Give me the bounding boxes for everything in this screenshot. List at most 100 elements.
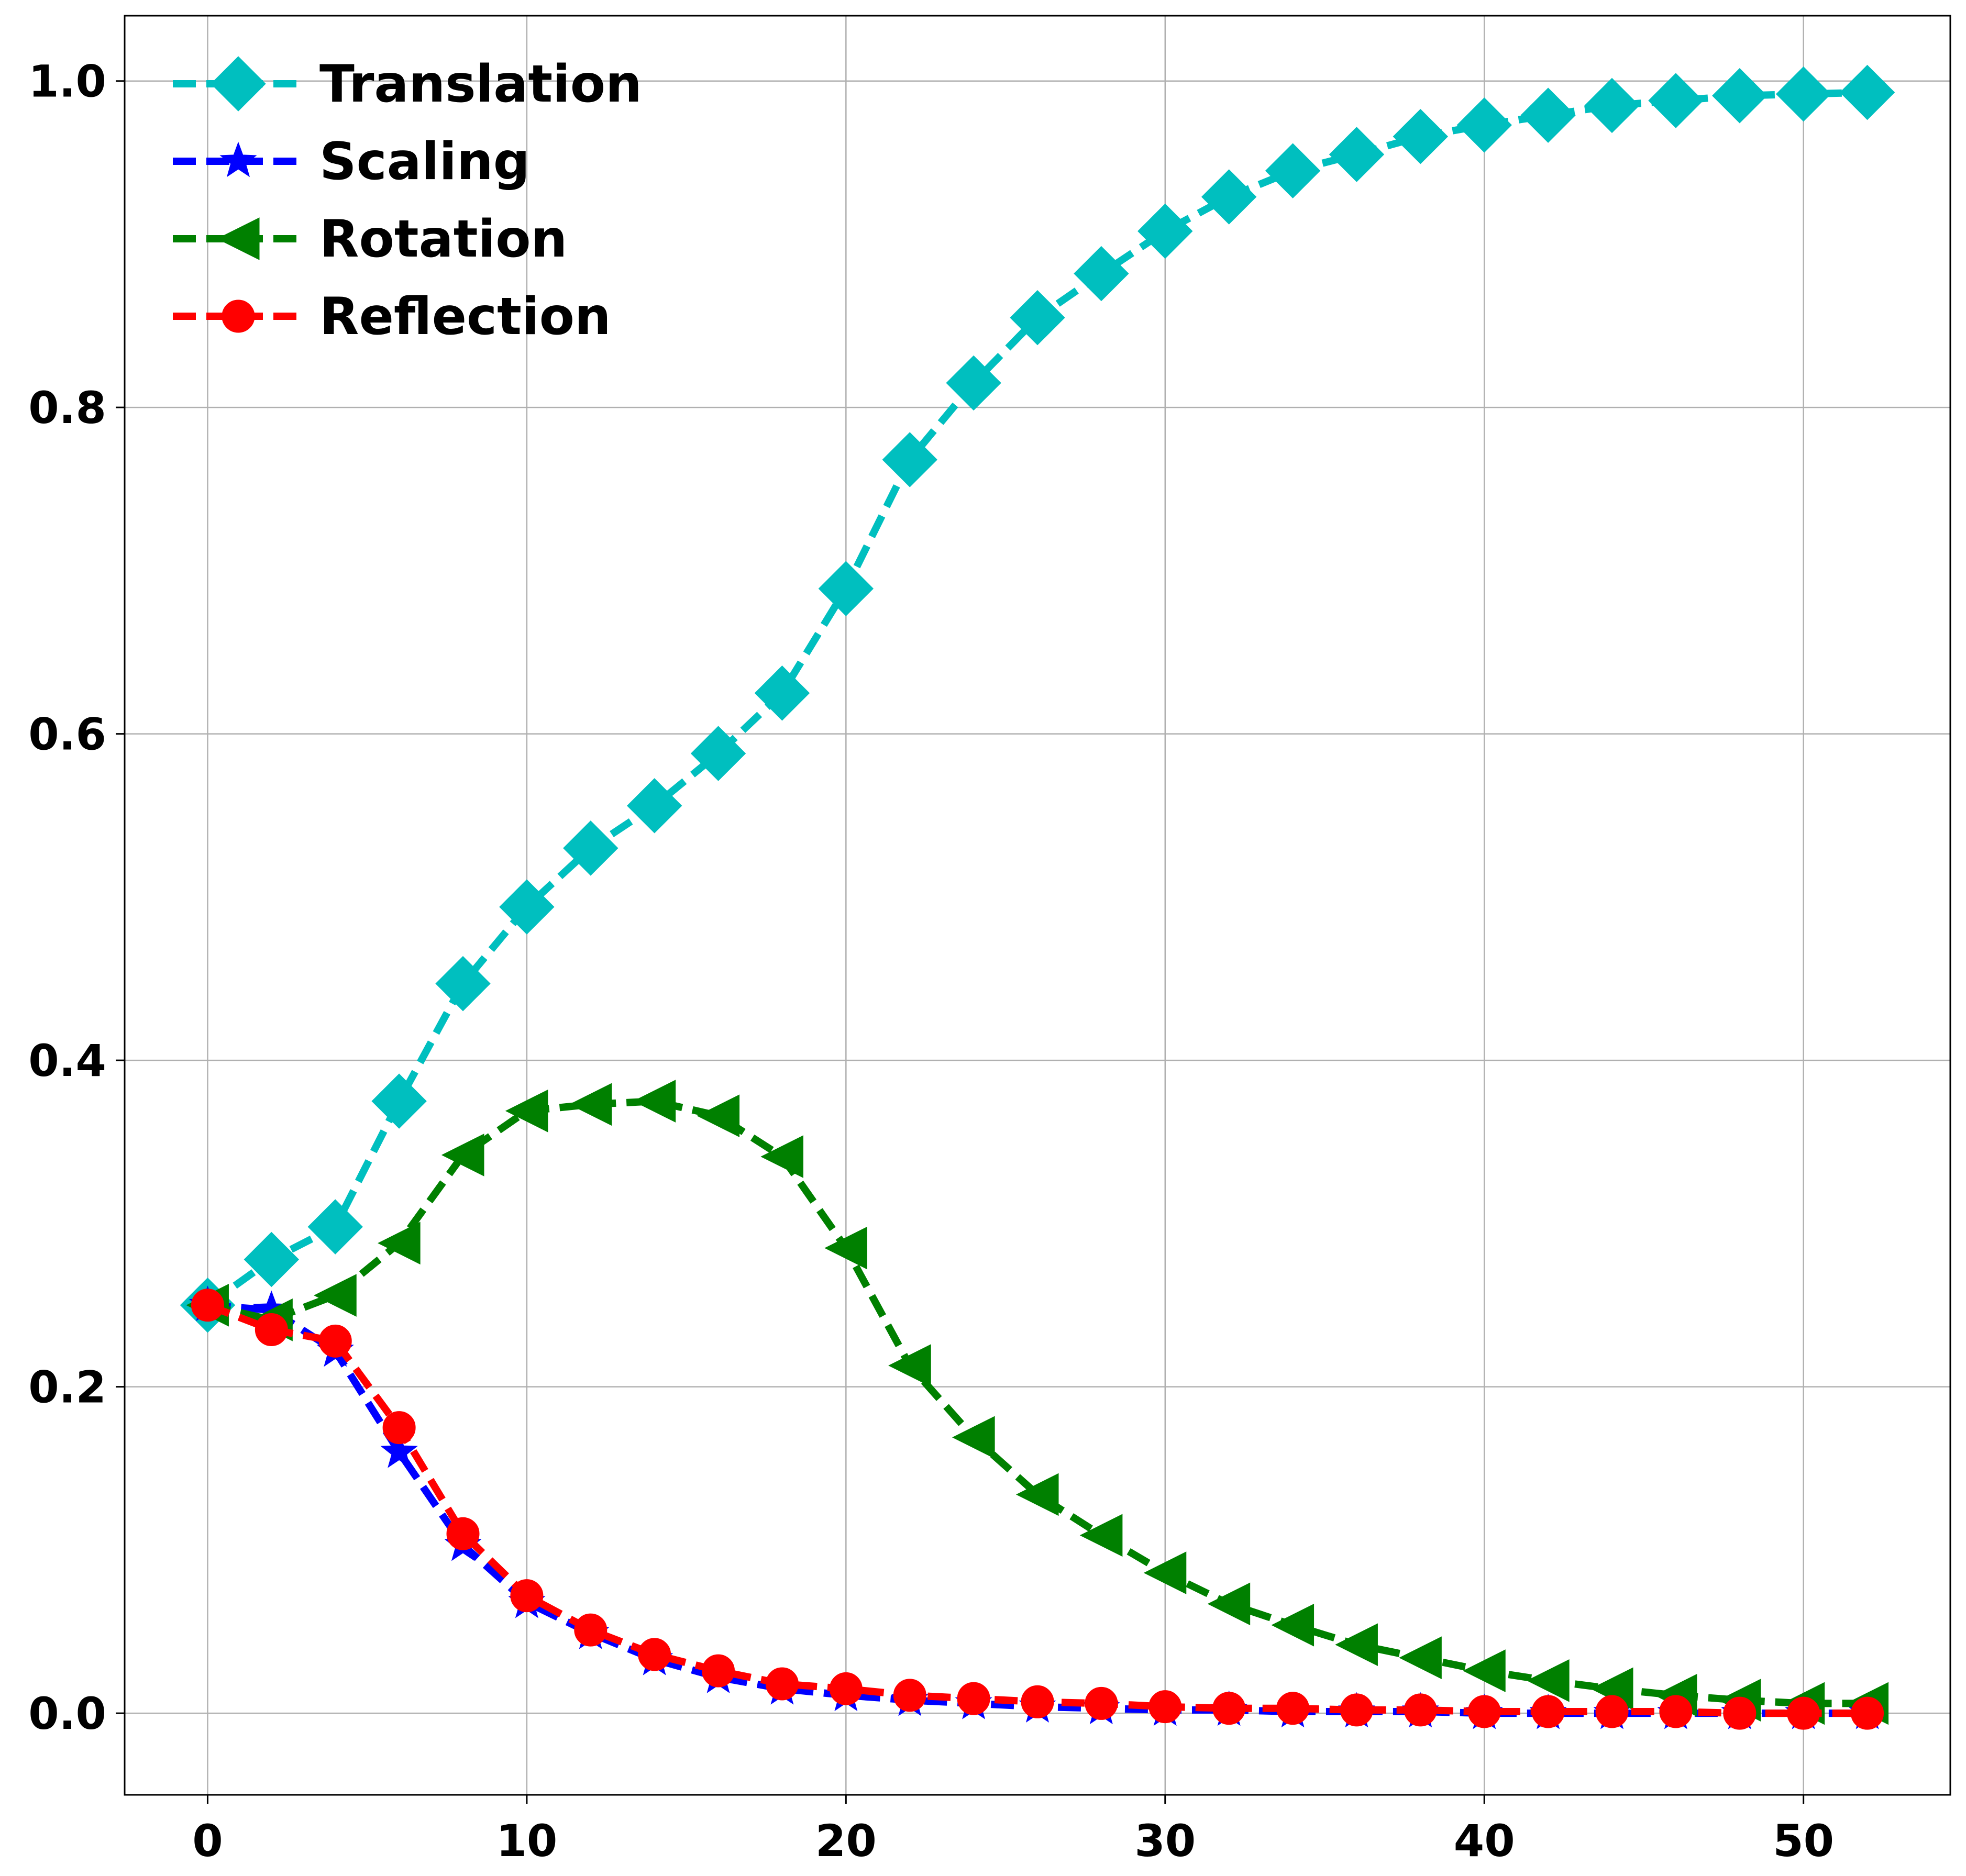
data-point-translation — [1775, 66, 1831, 122]
data-point-translation — [754, 665, 810, 721]
data-point-rotation — [888, 1344, 931, 1387]
data-point-reflection — [318, 1324, 352, 1358]
legend: Translation Scaling Rotation Reflection — [173, 54, 642, 347]
plot-frame — [124, 15, 1951, 1796]
x-tick-label: 40 — [1454, 1815, 1515, 1867]
data-point-reflection — [382, 1411, 416, 1445]
legend-label: Rotation — [319, 209, 567, 269]
y-tick-label: 0.8 — [28, 382, 106, 434]
data-point-reflection — [1021, 1685, 1054, 1718]
data-point-translation — [244, 1231, 300, 1287]
data-point-translation — [626, 778, 682, 834]
data-point-rotation — [569, 1083, 612, 1126]
legend-swatch-marker — [216, 217, 260, 260]
y-tick-label: 0.2 — [28, 1362, 106, 1413]
data-point-reflection — [702, 1654, 735, 1688]
grid-lines — [125, 16, 1950, 1795]
data-point-reflection — [574, 1613, 608, 1647]
data-point-reflection — [638, 1638, 671, 1671]
data-point-translation — [818, 561, 874, 616]
data-point-translation — [946, 355, 1001, 411]
data-point-translation — [1648, 73, 1704, 128]
data-point-rotation — [314, 1274, 357, 1317]
data-point-reflection — [255, 1313, 288, 1347]
data-point-rotation — [952, 1416, 995, 1459]
data-point-translation — [1520, 87, 1576, 143]
data-point-translation — [371, 1073, 427, 1129]
legend-item-rotation: Rotation — [173, 209, 567, 269]
data-point-translation — [1329, 127, 1385, 182]
data-point-rotation — [1207, 1582, 1251, 1626]
legend-label: Translation — [319, 54, 642, 114]
data-point-reflection — [1085, 1686, 1118, 1720]
y-tick-label: 0.6 — [28, 709, 106, 760]
y-tick-label: 0.0 — [28, 1688, 106, 1739]
x-tick-label: 20 — [815, 1815, 877, 1867]
data-point-translation — [307, 1199, 363, 1255]
data-point-translation — [1137, 203, 1193, 259]
data-point-translation — [1265, 143, 1321, 198]
data-point-translation — [1584, 77, 1640, 134]
data-point-reflection — [1340, 1693, 1373, 1727]
data-point-translation — [1839, 64, 1895, 120]
y-tick-label: 1.0 — [28, 56, 106, 107]
axes: 0 10 20 30 40 50 0.0 0.2 0.4 0.6 0.8 1.0 — [28, 56, 1834, 1867]
series-line-rotation — [206, 1097, 1868, 1707]
data-point-rotation — [505, 1089, 548, 1133]
data-point-translation — [882, 432, 937, 487]
data-point-rotation — [824, 1226, 867, 1270]
data-point-rotation — [697, 1094, 740, 1137]
data-point-reflection — [1276, 1692, 1310, 1725]
x-tick-label: 50 — [1773, 1815, 1834, 1867]
data-point-reflection — [1212, 1692, 1246, 1725]
data-point-reflection — [1404, 1693, 1437, 1727]
data-point-reflection — [1148, 1690, 1182, 1724]
data-point-reflection — [446, 1517, 480, 1550]
data-point-translation — [1010, 290, 1065, 346]
legend-item-scaling: Scaling — [173, 132, 530, 192]
x-tick-label: 10 — [496, 1815, 557, 1867]
data-point-translation — [499, 879, 555, 935]
data-point-translation — [435, 956, 491, 1012]
series-layer — [180, 64, 1895, 1730]
legend-item-translation: Translation — [173, 54, 642, 114]
data-point-rotation — [1015, 1473, 1059, 1516]
data-point-translation — [690, 726, 746, 781]
data-point-reflection — [1851, 1696, 1884, 1730]
data-point-reflection — [1595, 1695, 1629, 1728]
legend-label: Scaling — [319, 132, 530, 192]
data-point-translation — [563, 820, 618, 876]
data-point-reflection — [1723, 1696, 1757, 1730]
data-point-rotation — [1335, 1623, 1378, 1667]
data-point-rotation — [1271, 1603, 1315, 1647]
data-point-reflection — [765, 1667, 799, 1701]
data-point-translation — [1201, 169, 1257, 225]
x-tick-label: 30 — [1134, 1815, 1196, 1867]
data-point-rotation — [760, 1135, 803, 1178]
data-point-reflection — [1531, 1695, 1565, 1728]
data-point-reflection — [191, 1289, 224, 1322]
data-point-reflection — [829, 1672, 863, 1705]
data-point-translation — [1712, 68, 1768, 124]
data-point-rotation — [1463, 1649, 1506, 1692]
legend-swatch-marker — [211, 56, 266, 112]
data-point-translation — [1393, 108, 1449, 164]
data-point-reflection — [510, 1579, 544, 1613]
data-point-rotation — [633, 1080, 676, 1123]
x-tick-label: 0 — [192, 1815, 223, 1867]
y-tick-label: 0.4 — [28, 1035, 106, 1086]
data-point-reflection — [957, 1682, 990, 1715]
data-point-rotation — [1143, 1551, 1187, 1594]
series-reflection — [191, 1289, 1884, 1730]
data-point-translation — [1456, 97, 1512, 153]
data-point-reflection — [1787, 1696, 1820, 1730]
data-point-scaling — [380, 1432, 418, 1468]
legend-swatch-marker — [219, 141, 257, 177]
data-point-rotation — [1079, 1514, 1123, 1557]
data-point-reflection — [1467, 1695, 1501, 1728]
data-point-rotation — [1399, 1636, 1442, 1679]
data-point-rotation — [378, 1222, 421, 1265]
legend-swatch-marker — [222, 299, 255, 333]
